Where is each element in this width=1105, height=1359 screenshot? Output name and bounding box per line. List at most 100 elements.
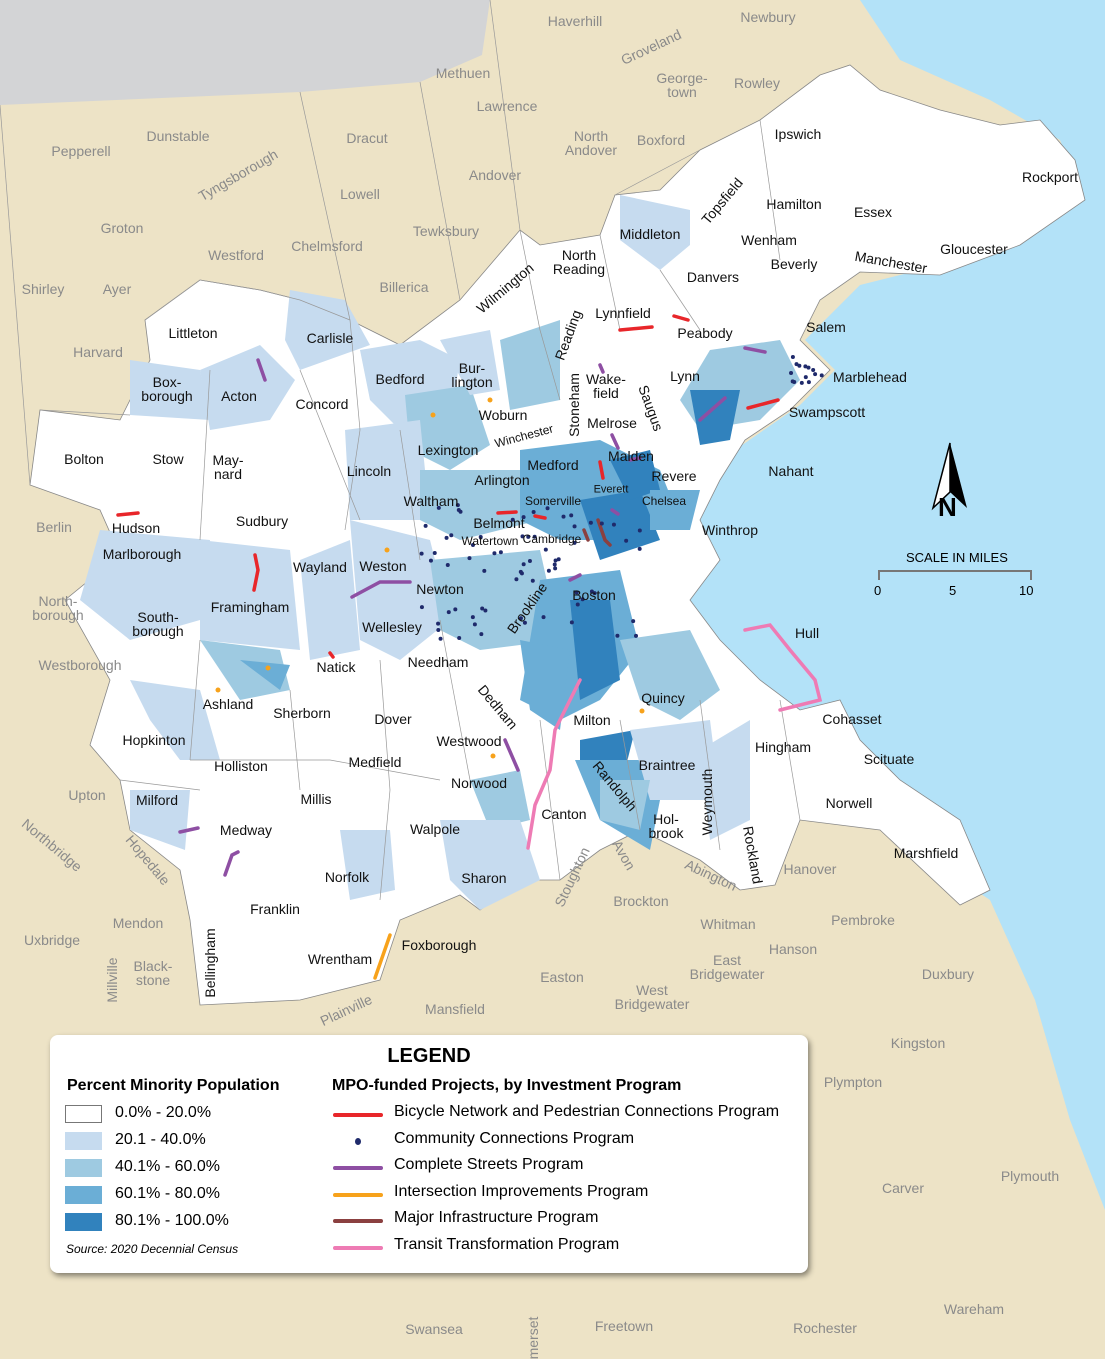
program-line-symbol — [333, 1113, 383, 1117]
outside-town-label: Plympton — [823, 1074, 883, 1090]
mpo-town-label: Winthrop — [701, 522, 759, 538]
community-connections-project — [569, 620, 574, 625]
mpo-town-label: Everett — [593, 483, 629, 496]
mpo-town-label: Woburn — [478, 407, 528, 423]
mpo-town-label: Bur- lington — [451, 360, 493, 390]
outside-town-label: Lawrence — [476, 98, 538, 114]
community-connections-project — [561, 514, 566, 519]
minority-tract-area — [520, 640, 570, 730]
outside-town-label: Rochester — [793, 1320, 857, 1336]
mpo-town-label: Wenham — [741, 232, 797, 248]
scale-line — [878, 570, 1032, 580]
minority-tract-area — [440, 330, 500, 395]
town-border — [299, 91, 351, 321]
major-infrastructure-project — [582, 528, 590, 542]
minority-tract-area — [240, 660, 290, 690]
mpo-town-label: Nahant — [768, 463, 814, 479]
community-connections-project — [553, 558, 558, 563]
community-connections-project — [521, 515, 526, 520]
community-connections-project — [615, 633, 620, 638]
town-borders — [0, 0, 801, 901]
outside-town-label: Mendon — [112, 915, 164, 931]
mpo-town-label: South- borough — [132, 609, 184, 639]
minority-choropleth — [80, 195, 800, 910]
community-connections-project — [553, 566, 558, 571]
mpo-town-label: Marshfield — [893, 845, 959, 861]
community-connections-project — [799, 380, 804, 385]
mpo-town-label: Wrentham — [307, 951, 373, 967]
outside-town-label: Westford — [208, 247, 264, 263]
complete-streets-project — [568, 573, 582, 582]
mpo-town-label: Quincy — [641, 690, 685, 706]
outside-town-label: merset — [525, 1316, 541, 1359]
mpo-town-label: Canton — [541, 806, 587, 822]
community-connections-project — [545, 506, 550, 511]
mpo-town-label: Hull — [794, 625, 820, 641]
community-connections-project — [789, 371, 794, 376]
mpo-town-label: Hamilton — [766, 196, 822, 212]
community-connections-project — [423, 523, 428, 528]
mpo-town-label: Waltham — [403, 493, 459, 509]
town-border — [614, 149, 701, 196]
outside-town-label: Millville — [104, 957, 120, 1003]
mpo-town-label: Ashland — [202, 696, 254, 712]
mpo-town-label: Braintree — [638, 757, 696, 773]
complete-streets-project — [743, 346, 767, 354]
minority-tract-area — [200, 540, 300, 650]
community-connections-project — [572, 540, 577, 545]
intersection-improvements-project — [487, 397, 493, 403]
mpo-town-label: Bolton — [64, 451, 104, 467]
outside-town-label: Hanover — [783, 861, 837, 877]
mpo-town-label: Walpole — [409, 821, 461, 837]
town-border — [539, 719, 561, 881]
mpo-town-label: Lynn — [670, 368, 700, 384]
minority-tract-area — [580, 490, 660, 560]
minority-tract-area — [620, 630, 720, 720]
mpo-town-label: Lynnfield — [595, 305, 651, 321]
community-connections-project — [436, 505, 441, 510]
outside-town-label: Rowley — [734, 75, 780, 91]
complete-streets-project — [223, 850, 240, 877]
community-connections-project — [470, 542, 475, 547]
intersection-improvements-project — [639, 708, 645, 714]
mpo-town-label: Needham — [407, 654, 469, 670]
complete-streets-project — [598, 363, 605, 374]
outside-town-label: Methuen — [435, 65, 491, 81]
intersection-improvements-project — [384, 547, 390, 553]
community-connections-project — [472, 622, 477, 627]
minority-tract-area — [130, 360, 210, 420]
community-connections-project — [532, 534, 537, 539]
community-connections-project — [444, 535, 449, 540]
minority-class-label: 20.1 - 40.0% — [115, 1131, 206, 1148]
community-connections-project — [445, 562, 450, 567]
minority-tract-area — [620, 195, 690, 270]
intersection-improvements-project — [430, 412, 436, 418]
community-connections-project — [521, 562, 526, 567]
minority-tract-area — [420, 470, 540, 540]
community-connections-project — [480, 606, 485, 611]
mpo-town-label: Millis — [300, 791, 332, 807]
outside-town-label: Easton — [540, 969, 584, 985]
outside-town-label: Wareham — [943, 1301, 1005, 1317]
community-connections-project — [455, 503, 460, 508]
program-label: Transit Transformation Program — [394, 1236, 620, 1253]
mpo-town-label: Westwood — [436, 733, 502, 749]
town-border — [439, 619, 471, 781]
mpo-town-label: Gloucester — [940, 241, 1008, 257]
outside-town-label: Shirley — [21, 281, 65, 297]
minority-heading: Percent Minority Population — [67, 1077, 280, 1094]
outside-town-label: Pembroke — [831, 912, 895, 928]
bicycle-pedestrian-project — [533, 514, 547, 520]
town-border — [759, 119, 781, 261]
mpo-town-label: Cambridge — [522, 532, 582, 546]
community-connections-project — [527, 558, 532, 563]
bicycle-pedestrian-project — [496, 510, 518, 515]
community-connections-project — [574, 590, 579, 595]
outside-town-label: Kingston — [890, 1035, 946, 1051]
mpo-town-label: Concord — [295, 396, 349, 412]
mpo-town-label: Malden — [608, 448, 654, 464]
community-connections-project — [510, 517, 515, 522]
community-connections-project — [806, 365, 811, 370]
mpo-town-label: Chelsea — [641, 494, 687, 508]
outside-town-label: Boxford — [636, 132, 686, 148]
